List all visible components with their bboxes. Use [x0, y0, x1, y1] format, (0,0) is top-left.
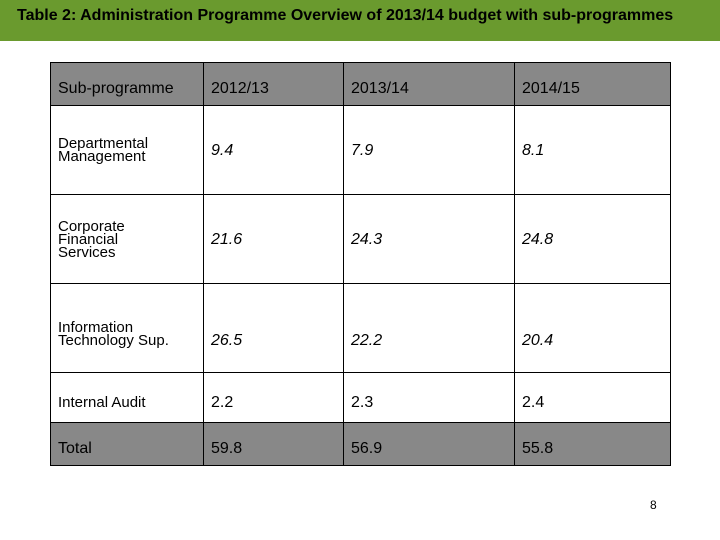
total-cell: 56.9: [343, 422, 515, 466]
column-header: 2012/13: [203, 62, 344, 106]
table-cell: 9.4: [203, 105, 344, 195]
column-header: 2013/14: [343, 62, 515, 106]
total-label: Total: [50, 422, 204, 466]
row-label-line: Financial: [58, 230, 119, 248]
table-total-row: Total 59.8 56.9 55.8: [50, 422, 671, 466]
column-header: Sub-programme: [50, 62, 204, 106]
row-label-line: Management: [58, 148, 146, 165]
page-title: Table 2: Administration Programme Overvi…: [17, 7, 674, 24]
table-cell: 7.9: [343, 105, 515, 195]
table-cell: 8.1: [514, 105, 671, 195]
row-label: Information Technology Sup.: [50, 283, 204, 373]
table-cell: 22.2: [343, 283, 515, 373]
column-header: 2014/15: [514, 62, 671, 106]
row-label-line: Corporate: [58, 217, 125, 235]
table-cell: 2.2: [203, 372, 344, 423]
table-row: Internal Audit 2.2 2.3 2.4: [50, 372, 671, 423]
header-bar: [0, 0, 720, 41]
table-cell: 24.8: [514, 194, 671, 284]
table-cell: 2.3: [343, 372, 515, 423]
table-cell: 20.4: [514, 283, 671, 373]
row-label: Corporate Financial Services: [50, 194, 204, 284]
table-cell: 24.3: [343, 194, 515, 284]
table-header-row: Sub-programme 2012/13 2013/14 2014/15: [50, 62, 671, 106]
row-label-line: Services: [58, 243, 116, 261]
table-row: Corporate Financial Services 21.6 24.3 24.…: [50, 194, 671, 284]
row-label-line: Departmental: [58, 135, 149, 152]
table-cell: 21.6: [203, 194, 344, 284]
row-label-line: Technology Sup.: [58, 332, 169, 349]
row-label: Departmental Management: [50, 105, 204, 195]
total-cell: 55.8: [514, 422, 671, 466]
budget-table: Sub-programme 2012/13 2013/14 2014/15 De…: [50, 62, 671, 466]
total-cell: 59.8: [203, 422, 344, 466]
table-row: Departmental Management 9.4 7.9 8.1: [50, 105, 671, 195]
table-row: Information Technology Sup. 26.5 22.2 20.…: [50, 283, 671, 373]
page-number: 8: [650, 498, 657, 512]
row-label: Internal Audit: [50, 372, 204, 423]
table-cell: 2.4: [514, 372, 671, 423]
row-label-line: Information: [58, 319, 134, 336]
table-cell: 26.5: [203, 283, 344, 373]
